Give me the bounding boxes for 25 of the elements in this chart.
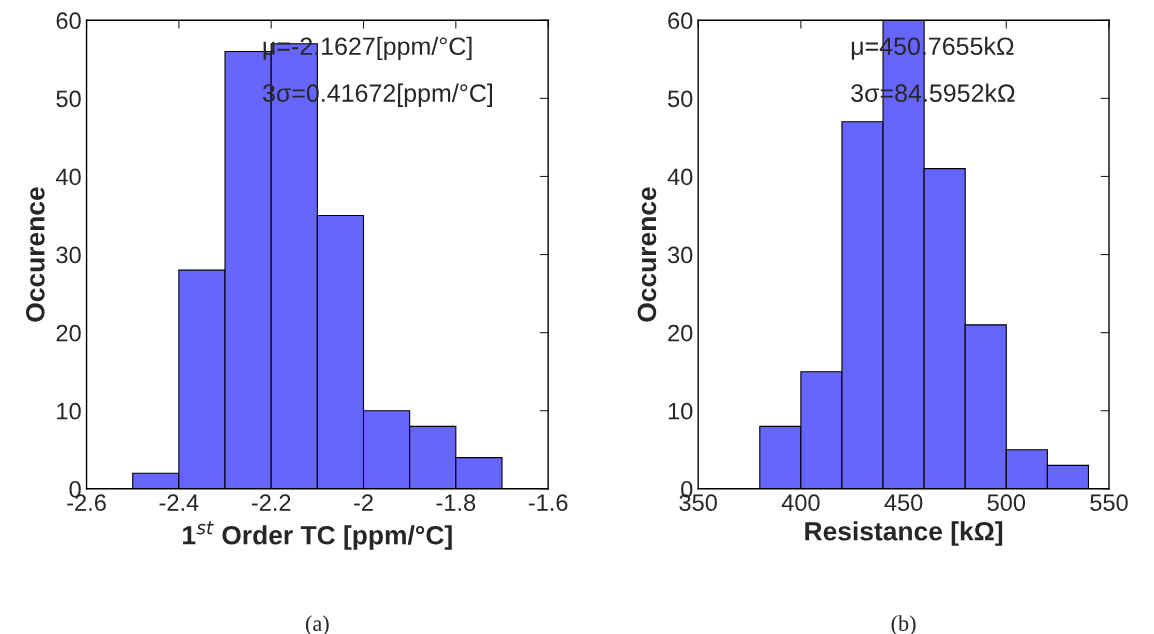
y-tick-label: 40 xyxy=(55,168,81,186)
y-tick-label: 10 xyxy=(57,402,81,420)
y-tick-label: 30 xyxy=(667,246,693,264)
y-tick-label: 50 xyxy=(667,90,693,108)
x-axis-title: Resistance [kΩ] xyxy=(805,521,1003,546)
y-tick-label: 30 xyxy=(56,246,81,264)
y-tick-label: 50 xyxy=(56,90,81,108)
x-tick-label: -2 xyxy=(354,494,373,511)
x-tick-label: 550 xyxy=(1090,494,1128,512)
y-tick-label: 60 xyxy=(668,12,693,30)
y-axis-title: Occurence xyxy=(637,187,657,322)
x-tick-label: -1.6 xyxy=(528,494,568,512)
x-tick-label: 450 xyxy=(884,494,923,512)
x-tick-label: 400 xyxy=(781,494,820,512)
y-tick-label: 20 xyxy=(56,324,81,342)
x-tick-label: -2.2 xyxy=(251,494,291,511)
x-tick-label: -1.8 xyxy=(436,494,476,512)
x-tick-label: -2.4 xyxy=(159,494,199,511)
y-tick-label: 60 xyxy=(56,12,81,30)
y-tick-label: 10 xyxy=(668,402,693,420)
y-axis-title: Occurence xyxy=(25,187,45,322)
y-tick-label: 40 xyxy=(667,168,693,186)
y-tick-label: 20 xyxy=(668,324,693,342)
x-tick-label: 500 xyxy=(987,494,1026,512)
x-axis-title: 1$^{st}$ Order TC [ppm/°C] xyxy=(183,521,452,550)
